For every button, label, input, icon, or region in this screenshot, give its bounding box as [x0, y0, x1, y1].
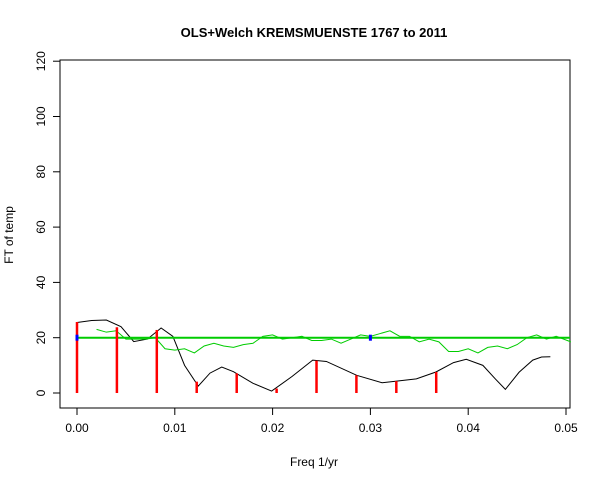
y-tick-label: 0	[34, 389, 48, 396]
x-tick-label: 0.04	[457, 421, 481, 435]
y-tick-label: 80	[34, 165, 48, 179]
x-tick-label: 0.01	[163, 421, 187, 435]
x-tick-label: 0.02	[261, 421, 285, 435]
marker-point	[75, 334, 79, 341]
chart-title: OLS+Welch KREMSMUENSTE 1767 to 2011	[181, 25, 448, 40]
y-tick-label: 120	[34, 51, 48, 71]
y-tick-label: 60	[34, 220, 48, 234]
welch-spectrum-line	[96, 328, 572, 354]
x-tick-label: 0.03	[359, 421, 383, 435]
plot-frame	[59, 59, 571, 409]
x-axis-label: Freq 1/yr	[290, 455, 338, 469]
x-tick-label: 0.05	[554, 421, 578, 435]
marker-point	[368, 334, 372, 341]
y-tick-label: 100	[34, 106, 48, 126]
y-tick-label: 20	[34, 331, 48, 345]
y-tick-label: 40	[34, 275, 48, 289]
y-axis-label: FT of temp	[2, 206, 16, 264]
x-tick-label: 0.00	[65, 421, 89, 435]
smoothed-spectrum-line	[76, 319, 551, 392]
